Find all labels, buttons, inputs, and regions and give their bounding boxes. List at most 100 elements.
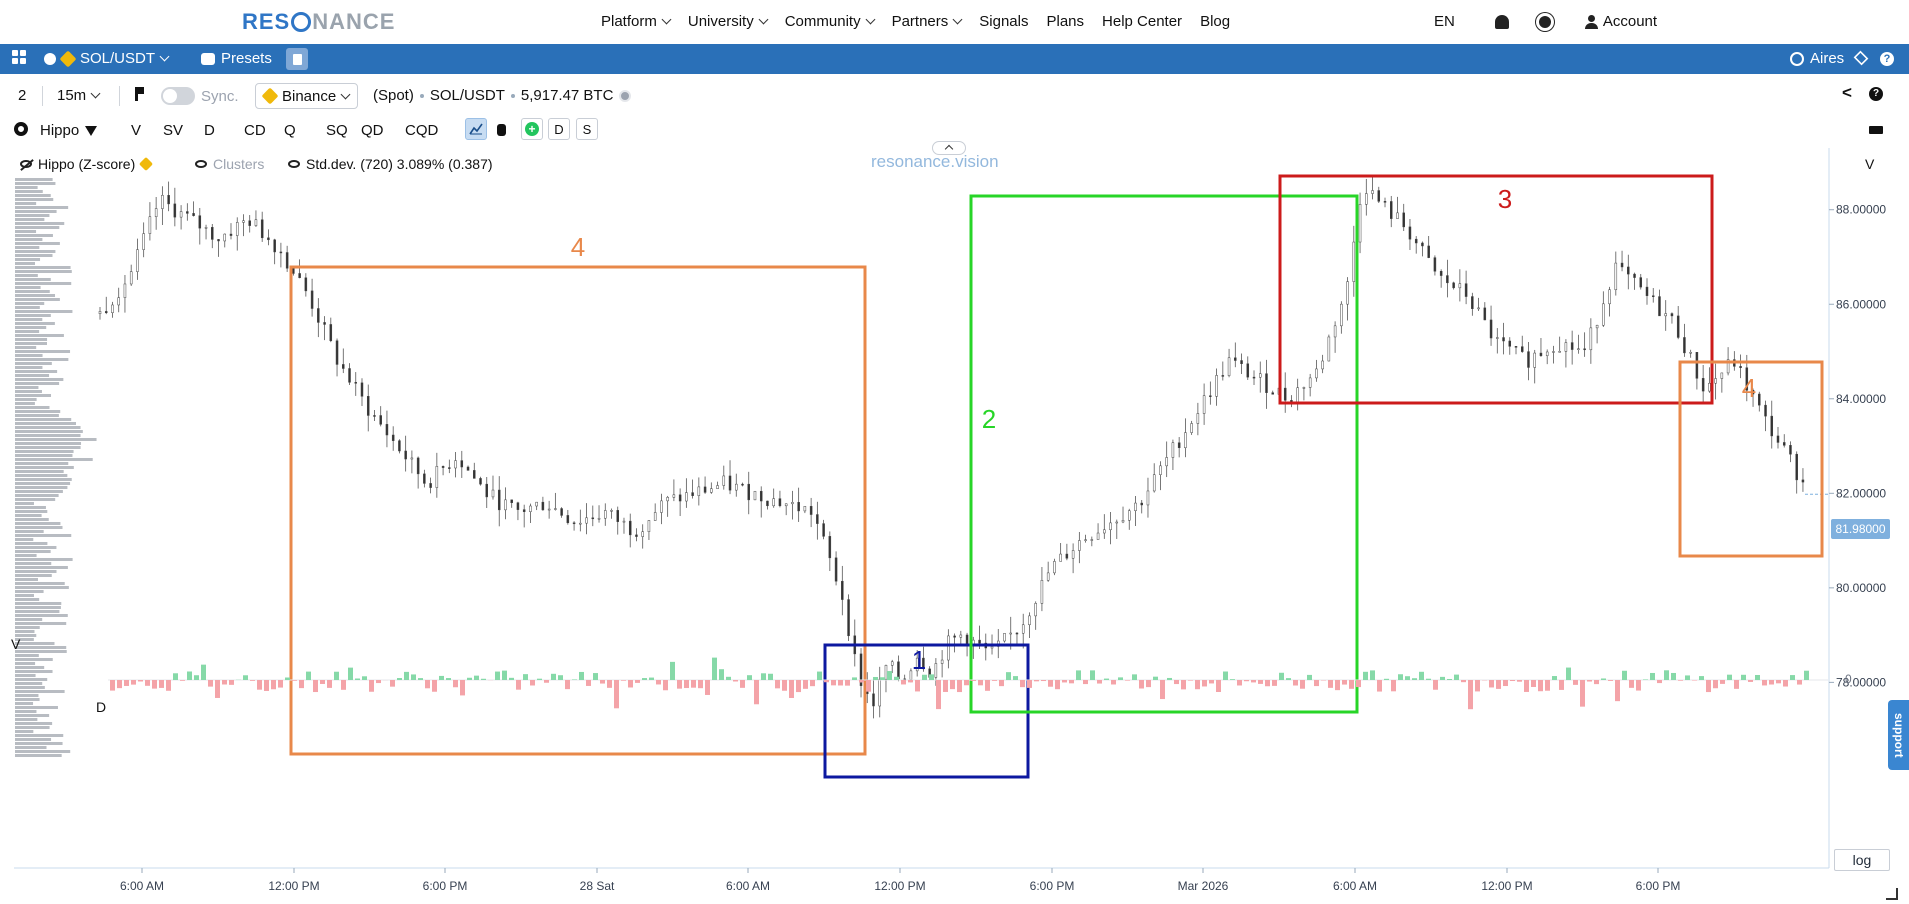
indicator-selector[interactable]: Hippo [40,122,98,139]
delta-bar [1685,675,1690,680]
delta-bar [1335,680,1340,691]
candle-body [1739,366,1742,368]
indicator-cd-button[interactable]: CD [244,122,266,139]
delta-bar [1265,680,1270,687]
resize-icon[interactable] [1886,888,1898,900]
candle-body [597,517,601,520]
legend-stddev[interactable]: Std.dev. (720) 3.089% (0.387) [288,156,493,172]
candle-body [223,233,227,242]
nav-platform[interactable]: Platform [601,13,672,30]
candle-body [504,499,507,511]
volume-profile-bar [15,438,97,441]
delta-bar [1167,677,1172,680]
database-button[interactable] [497,124,506,136]
volume-profile-bar [15,282,72,285]
candle-body [379,415,382,425]
delta-bar [509,677,514,680]
interval-selector[interactable]: 15m [57,87,101,104]
candle-body [1115,521,1119,524]
candle-body [123,283,127,298]
chart-help-button[interactable]: ? [1869,87,1883,101]
indicator-q-button[interactable]: Q [284,122,296,139]
settings-diamond-icon[interactable] [139,156,154,172]
sync-toggle[interactable]: Sync. [161,87,239,105]
log-scale-button[interactable]: log [1834,849,1890,871]
eye-icon[interactable] [195,160,207,168]
indicator-qd-button[interactable]: QD [361,122,384,139]
candle-body [1383,201,1387,203]
volume-profile-bar [15,578,39,581]
collapse-toolbar-button[interactable] [932,141,966,155]
presets-label: Presets [221,50,272,67]
presets-button[interactable]: Presets [201,50,272,67]
candle-body [890,661,894,666]
legend-clusters[interactable]: Clusters [195,156,264,172]
indicator-d-button[interactable]: D [204,122,215,139]
exchange-selector[interactable]: Binance [255,83,359,109]
delta-bar [1727,674,1732,680]
nav-plans[interactable]: Plans [1046,13,1084,30]
layout-count[interactable]: 2 [18,87,27,104]
nav-signals[interactable]: Signals [979,13,1028,30]
candle-body [117,297,120,306]
delta-bar [1706,680,1711,693]
layers-button[interactable] [1853,50,1869,66]
nav-blog[interactable]: Blog [1200,13,1230,30]
help-button[interactable]: ? [1880,52,1894,66]
delta-bar [1153,676,1158,680]
indicator-cqd-button[interactable]: CQD [405,122,439,139]
indicator-sv-button[interactable]: SV [163,122,184,139]
volume-profile-bar [15,210,57,213]
chart-area[interactable]: 88.00000 86.00000 84.00000 82.00000 80.00000… [0,141,1909,904]
volume-profile-bar [15,714,50,717]
notes-button[interactable] [286,48,308,70]
volume-profile-bar [15,258,41,261]
candle-body [1614,262,1618,291]
flag-button[interactable] [135,87,144,101]
sun-icon[interactable] [1538,15,1551,28]
share-button[interactable] [1842,83,1856,103]
candle-body [1246,363,1250,378]
candle-body [1327,336,1331,362]
candle-body [204,227,208,229]
indicator-settings-button[interactable] [14,122,28,136]
eye-icon[interactable] [288,160,300,168]
legend-hippo[interactable]: Hippo (Z-score) [20,156,154,172]
logo[interactable]: RES NANCE [242,9,395,35]
toggle-d-button[interactable]: D [548,118,570,140]
pair-selector[interactable]: SOL/USDT [44,50,170,67]
nav-community[interactable]: Community [785,13,876,30]
delta-bar [1573,680,1578,685]
support-tab[interactable]: support [1888,700,1909,770]
user-profile[interactable]: Aires [1790,50,1844,67]
line-chart-button[interactable] [465,118,487,140]
volume-profile-bar [15,298,60,301]
candle-body [1402,212,1405,228]
language-selector[interactable]: EN [1434,13,1455,30]
candle-body [1414,238,1418,244]
candle-body [547,508,551,511]
add-indicator-button[interactable]: + [521,118,543,140]
volume-profile-bar [15,218,45,221]
bell-icon[interactable] [1494,14,1509,29]
delta-bar [1657,680,1662,684]
toggle-s-button[interactable]: S [576,118,598,140]
ruler-button[interactable] [1869,126,1883,134]
layout-grid-icon[interactable] [12,50,26,64]
delta-bar [1076,670,1081,680]
nav-help-center[interactable]: Help Center [1102,13,1182,30]
nav-partners[interactable]: Partners [892,13,963,30]
candle-body [1446,275,1449,284]
eye-slash-icon[interactable] [20,160,32,168]
candle-body [728,475,732,491]
indicator-sq-button[interactable]: SQ [326,122,348,139]
indicator-v-button[interactable]: V [131,122,142,139]
delta-bar [1356,680,1361,688]
candle-body [1589,327,1593,351]
account-link[interactable]: Account [1584,13,1657,30]
delta-bar [754,680,759,705]
candle-body [1639,277,1643,288]
delta-bar [551,673,556,680]
price-chart[interactable]: 88.00000 86.00000 84.00000 82.00000 80.00000… [0,148,1909,904]
nav-university[interactable]: University [688,13,769,30]
